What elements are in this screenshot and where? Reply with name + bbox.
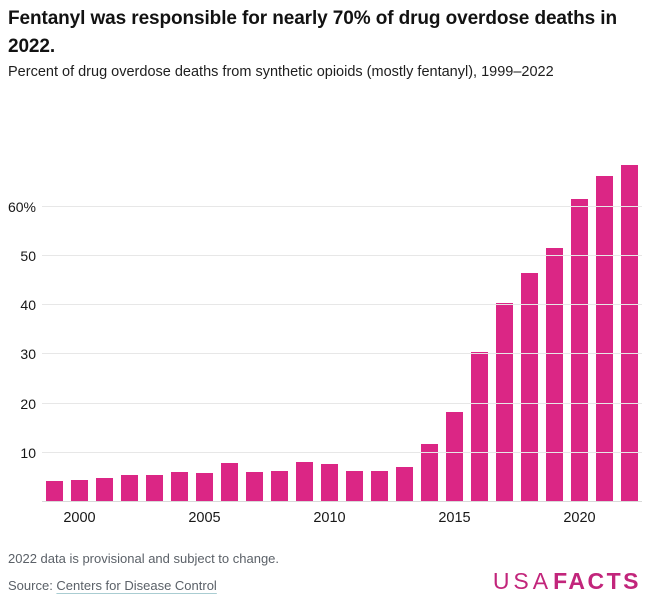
bar-1999: [46, 480, 63, 502]
bar-slot-2016: [467, 150, 492, 502]
bar-2002: [121, 474, 138, 502]
logo-facts-text: FACTS: [553, 568, 641, 594]
provisional-note: 2022 data is provisional and subject to …: [8, 551, 280, 566]
y-tick-label-60: 60%: [7, 198, 36, 215]
y-axis-labels: 10 20 30 40 50 60%: [0, 150, 36, 502]
bar-2015: [446, 411, 463, 502]
gridline-50: [42, 254, 642, 256]
bar-2010: [321, 463, 338, 502]
x-tick-label-2000: 2000: [63, 510, 96, 526]
bar-slot-2008: [267, 150, 292, 502]
bar-chart: 10 20 30 40 50 60% 2000 2005 2010 2015 2020: [0, 150, 650, 535]
bar-slot-2009: [292, 150, 317, 502]
bar-slot-2011: [342, 150, 367, 502]
bar-2005: [196, 473, 213, 502]
bar-2016: [471, 351, 488, 502]
bar-2003: [146, 475, 163, 502]
x-axis-labels: 2000 2005 2010 2015 2020: [42, 510, 642, 530]
bar-2006: [221, 463, 238, 502]
usafacts-logo: USAFACTS: [493, 570, 641, 593]
bar-slot-2005: [192, 150, 217, 502]
bar-2000: [71, 479, 88, 502]
bar-slot-2006: [217, 150, 242, 502]
source-prefix: Source:: [8, 578, 57, 593]
gridline-20: [42, 402, 642, 404]
x-tick-label-2020: 2020: [563, 510, 596, 526]
bar-2022: [621, 165, 638, 502]
bar-slot-2018: [517, 150, 542, 502]
bar-slot-2020: [567, 150, 592, 502]
bar-2019: [546, 248, 563, 502]
x-tick-label-2015: 2015: [438, 510, 471, 526]
bar-slot-2019: [542, 150, 567, 502]
bar-slot-2017: [492, 150, 517, 502]
gridline-30: [42, 353, 642, 355]
chart-title: Fentanyl was responsible for nearly 70% …: [8, 8, 617, 57]
bar-2009: [296, 462, 313, 502]
bar-slot-2021: [592, 150, 617, 502]
bar-slot-2014: [417, 150, 442, 502]
y-tick-label-10: 10: [20, 444, 36, 461]
bar-2021: [596, 176, 613, 502]
bar-2018: [521, 273, 538, 502]
y-tick-label-50: 50: [20, 247, 36, 264]
bar-2014: [421, 443, 438, 502]
source-link[interactable]: Centers for Disease Control: [56, 578, 217, 593]
bar-slot-2007: [242, 150, 267, 502]
gridline-10: [42, 451, 642, 453]
gridline-60: [42, 205, 642, 207]
bar-2012: [371, 471, 388, 502]
plot-area: [42, 150, 642, 502]
bar-slot-2022: [617, 150, 642, 502]
bar-slot-2001: [92, 150, 117, 502]
logo-usa-text: USA: [492, 568, 553, 594]
bar-slot-2002: [117, 150, 142, 502]
y-tick-label-20: 20: [20, 395, 36, 412]
bar-2004: [171, 471, 188, 502]
y-tick-label-30: 30: [20, 346, 36, 363]
bar-slot-2003: [142, 150, 167, 502]
bar-2007: [246, 471, 263, 502]
x-axis-line: [42, 501, 642, 502]
bars: [42, 150, 642, 502]
bar-2001: [96, 477, 113, 502]
chart-subtitle: Percent of drug overdose deaths from syn…: [8, 64, 554, 80]
bar-2008: [271, 471, 288, 502]
bar-2013: [396, 467, 413, 502]
source-line: Source: Centers for Disease Control: [8, 578, 217, 593]
bar-slot-2012: [367, 150, 392, 502]
gridline-40: [42, 304, 642, 306]
x-tick-label-2010: 2010: [313, 510, 346, 526]
bar-2020: [571, 198, 588, 502]
y-tick-label-40: 40: [20, 297, 36, 314]
bar-slot-2004: [167, 150, 192, 502]
bar-slot-2015: [442, 150, 467, 502]
bar-slot-2013: [392, 150, 417, 502]
x-tick-label-2005: 2005: [188, 510, 221, 526]
bar-slot-2000: [67, 150, 92, 502]
bar-slot-1999: [42, 150, 67, 502]
bar-2011: [346, 470, 363, 502]
bar-slot-2010: [317, 150, 342, 502]
